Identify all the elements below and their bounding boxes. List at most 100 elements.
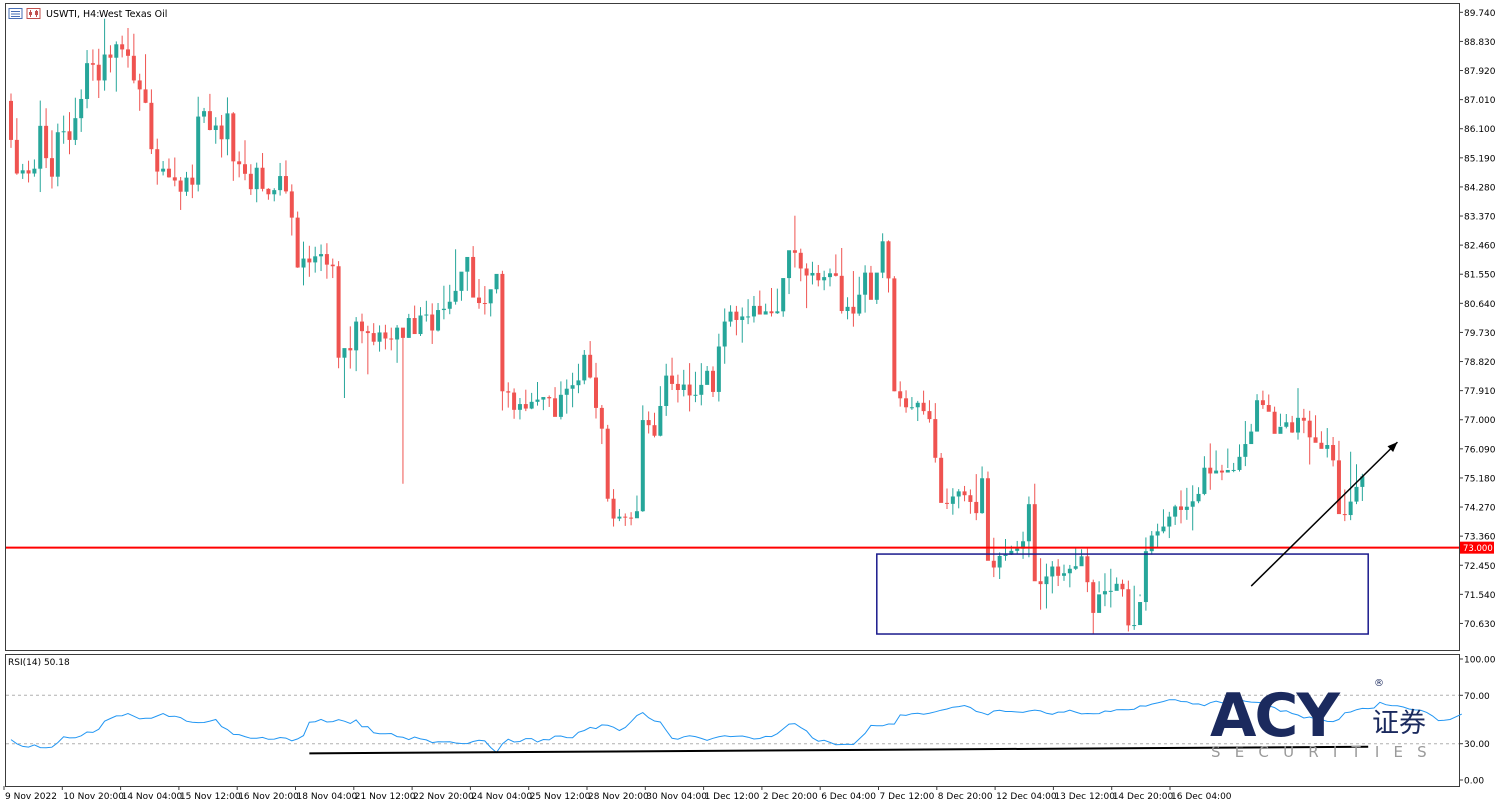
bearish-candle (833, 273, 838, 276)
bullish-candle (558, 394, 563, 417)
bearish-candle (1342, 514, 1347, 516)
rsi-line (10, 699, 1463, 754)
bullish-candle (863, 272, 868, 295)
bearish-candle (26, 170, 31, 174)
price-panel-frame (5, 3, 1460, 651)
bullish-candle (441, 308, 446, 311)
projection-arrow-line[interactable] (1250, 441, 1398, 587)
bearish-candle (120, 44, 125, 50)
time-tick-label: 7 Dec 12:00 (880, 792, 935, 802)
chart-description: West Texas Oil (99, 9, 167, 20)
bearish-candle (307, 258, 312, 263)
bearish-candle (623, 516, 628, 518)
bullish-candle (1108, 590, 1113, 592)
bearish-candle (248, 173, 253, 190)
rsi-indicator: 100.00 70.00 30.00 0.00 (6, 656, 1496, 787)
bullish-candle (1231, 469, 1236, 471)
bearish-candle (348, 348, 353, 351)
bearish-candle (1091, 582, 1096, 613)
bearish-candle (1219, 470, 1224, 473)
bearish-candle (792, 250, 797, 253)
time-tick-label: 18 Nov 04:00 (297, 792, 358, 802)
bearish-candle (237, 161, 242, 165)
bearish-candle (675, 383, 680, 391)
bearish-candle (190, 177, 195, 185)
bullish-candle (79, 98, 84, 119)
bullish-candle (1050, 566, 1055, 577)
bearish-candle (757, 305, 762, 315)
bullish-candle (453, 290, 458, 302)
bullish-candle (880, 241, 885, 273)
bullish-candle (1190, 501, 1195, 507)
logo-wordmark: ACY (1210, 681, 1341, 751)
bearish-candle (798, 252, 803, 269)
bearish-candle (670, 375, 675, 384)
time-tick-label: 30 Nov 04:00 (646, 792, 707, 802)
bearish-candle (1056, 566, 1061, 576)
rsi-tick-label: 30.00 (1464, 740, 1490, 750)
time-tick-label: 16 Dec 04:00 (1171, 792, 1232, 802)
level-price-label: 73.000 (1463, 544, 1493, 554)
bearish-candle (892, 278, 897, 392)
bearish-candle (839, 275, 844, 312)
bullish-candle (494, 273, 499, 290)
bearish-candle (898, 391, 903, 399)
time-tick-label: 14 Dec 20:00 (1113, 792, 1174, 802)
bearish-candle (512, 392, 517, 410)
bullish-candle (1062, 573, 1066, 576)
bearish-candle (166, 168, 171, 178)
bearish-candle (939, 457, 944, 503)
chart-symbol: USWTI, H4: (46, 9, 99, 20)
time-tick-label: 2 Dec 20:00 (763, 792, 818, 802)
bullish-candle (301, 258, 306, 268)
bullish-candle (377, 332, 382, 342)
time-tick-label: 12 Dec 04:00 (996, 792, 1057, 802)
bearish-candle (1313, 437, 1318, 443)
time-tick-label: 28 Nov 20:00 (588, 792, 649, 802)
bullish-candle (447, 301, 452, 309)
bullish-candle (1143, 551, 1148, 603)
bearish-candle (1266, 405, 1271, 412)
time-tick-label: 24 Nov 04:00 (471, 792, 532, 802)
price-tick-label: 85.190 (1464, 154, 1496, 164)
arrowhead-icon (1387, 442, 1398, 452)
bearish-candle (711, 370, 715, 392)
bullish-candle (1026, 504, 1031, 542)
bullish-candle (909, 407, 914, 409)
time-tick-label: 1 Dec 12:00 (705, 792, 760, 802)
candlestick-mode-icon[interactable] (26, 8, 41, 19)
bearish-candle (506, 391, 511, 393)
bullish-candle (161, 168, 166, 172)
bullish-candle (418, 315, 423, 335)
bearish-candle (207, 111, 212, 131)
bullish-candle (1184, 506, 1189, 510)
bearish-candle (295, 217, 300, 268)
bullish-candle (1214, 470, 1219, 474)
price-tick-label: 77.000 (1464, 416, 1496, 426)
bullish-candle (576, 380, 581, 386)
price-tick-label: 87.010 (1464, 96, 1496, 106)
bearish-candle (412, 318, 417, 335)
bullish-candle (517, 404, 522, 410)
bullish-candle (746, 316, 751, 318)
bullish-candle (980, 478, 985, 514)
support-zone-box[interactable] (876, 553, 1369, 635)
time-tick-label: 10 Nov 20:00 (63, 792, 124, 802)
bearish-candle (143, 89, 148, 103)
bullish-candle (728, 311, 733, 322)
bearish-candle (9, 100, 13, 140)
chart-menu-icon[interactable] (8, 8, 23, 19)
bearish-candle (1179, 506, 1183, 510)
bullish-candle (225, 113, 230, 140)
bullish-candle (1155, 531, 1160, 536)
rsi-divergence-line[interactable] (309, 745, 1369, 755)
bullish-candle (1237, 456, 1242, 470)
bearish-candle (500, 273, 505, 392)
bullish-candle (722, 321, 727, 347)
bullish-candle (1354, 486, 1359, 502)
bearish-candle (260, 167, 265, 189)
bearish-candle (816, 272, 821, 281)
price-tick-label: 86.100 (1464, 125, 1496, 135)
